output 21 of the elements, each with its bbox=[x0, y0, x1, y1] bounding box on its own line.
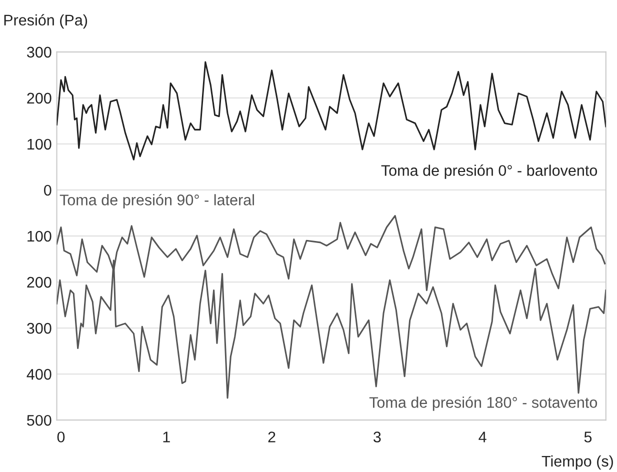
series-label: Toma de presión 0° - barlovento bbox=[381, 164, 598, 179]
y-tick-label: 400 bbox=[26, 368, 52, 380]
y-tick-label: 0 bbox=[44, 184, 52, 196]
series-label: Toma de presión 90° - lateral bbox=[60, 194, 254, 208]
y-tick-label: 100 bbox=[28, 230, 52, 242]
y-tick-label: 100 bbox=[28, 138, 52, 150]
x-tick-label: 4 bbox=[478, 432, 486, 442]
y-tick-label: 300 bbox=[27, 46, 52, 58]
x-tick-label: 0 bbox=[57, 432, 65, 442]
x-axis-title: Tiempo (s) bbox=[542, 455, 613, 470]
y-tick-label: 200 bbox=[27, 276, 52, 288]
y-axis-title: Presión (Pa) bbox=[4, 14, 88, 29]
y-tick-label: 300 bbox=[27, 322, 52, 334]
x-tick-label: 3 bbox=[374, 432, 381, 442]
line-series bbox=[56, 61, 606, 160]
y-tick-label: 200 bbox=[27, 92, 52, 104]
y-tick-label: 500 bbox=[27, 414, 52, 426]
series-label: Toma de presión 180° - sotavento bbox=[369, 396, 598, 411]
x-tick-label: 5 bbox=[584, 432, 592, 442]
x-tick-label: 2 bbox=[268, 432, 276, 442]
x-tick-label: 1 bbox=[163, 432, 170, 442]
